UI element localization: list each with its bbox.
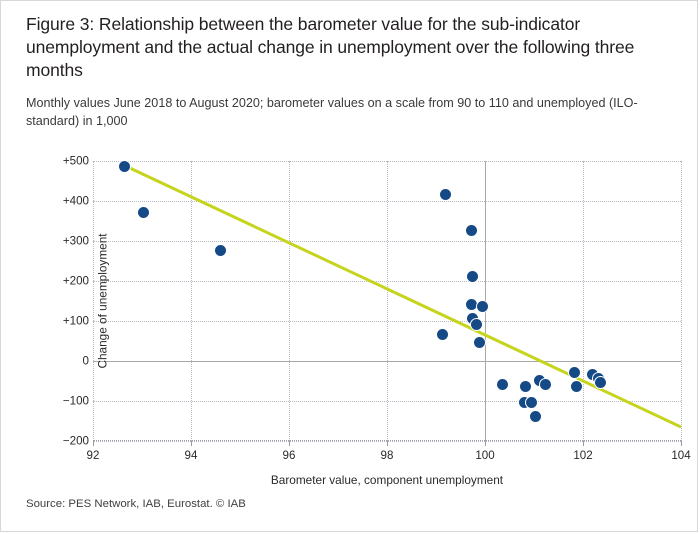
y-tick-label: 0 [82, 354, 89, 368]
y-tick-label: +500 [62, 154, 89, 168]
x-tick-mark [93, 441, 94, 446]
figure-subtitle: Monthly values June 2018 to August 2020;… [26, 96, 638, 128]
data-point [439, 187, 453, 201]
gridline-vertical [583, 161, 584, 441]
y-tick-label: −100 [62, 394, 89, 408]
data-point [464, 223, 478, 237]
x-tick-mark [387, 441, 388, 446]
y-tick-label: +300 [62, 234, 89, 248]
x-tick-mark [681, 441, 682, 446]
data-point [567, 365, 581, 379]
gridline-vertical [93, 161, 94, 441]
data-point [518, 379, 532, 393]
data-point [469, 317, 483, 331]
data-point [594, 375, 608, 389]
gridline-vertical [681, 161, 682, 441]
x-tick-mark [485, 441, 486, 446]
y-tick-label: −200 [62, 434, 89, 448]
y-axis-label: Change of unemployment [95, 233, 110, 369]
data-point [213, 243, 227, 257]
y-tick-label: +100 [62, 314, 89, 328]
x-axis-line [93, 440, 681, 441]
figure-title: Figure 3: Relationship between the barom… [26, 14, 635, 80]
data-point [524, 395, 538, 409]
data-point [472, 335, 486, 349]
x-tick-label: 100 [475, 449, 495, 462]
data-point [539, 377, 553, 391]
data-point [465, 269, 479, 283]
x-tick-label: 92 [86, 449, 100, 462]
x-tick-mark [191, 441, 192, 446]
x-tick-mark [289, 441, 290, 446]
gridline-vertical [289, 161, 290, 441]
x-tick-label: 98 [380, 449, 394, 462]
x-tick-label: 94 [184, 449, 198, 462]
y-tick-label: +400 [62, 194, 89, 208]
gridline-vertical [387, 161, 388, 441]
data-point [436, 327, 450, 341]
x-tick-label: 96 [282, 449, 296, 462]
data-point [117, 159, 131, 173]
data-point [137, 205, 151, 219]
data-point [496, 377, 510, 391]
x-tick-label: 104 [671, 449, 691, 462]
gridline-vertical [191, 161, 192, 441]
source-note: Source: PES Network, IAB, Eurostat. © IA… [26, 498, 246, 510]
data-point [475, 299, 489, 313]
data-point [529, 409, 543, 423]
x-axis-label: Barometer value, component unemployment [270, 473, 504, 487]
x-tick-mark [583, 441, 584, 446]
data-point [569, 379, 583, 393]
x-tick-label: 102 [573, 449, 593, 462]
scatter-plot: Change of unemployment Barometer value, … [63, 155, 691, 488]
y-tick-label: +200 [62, 274, 89, 288]
